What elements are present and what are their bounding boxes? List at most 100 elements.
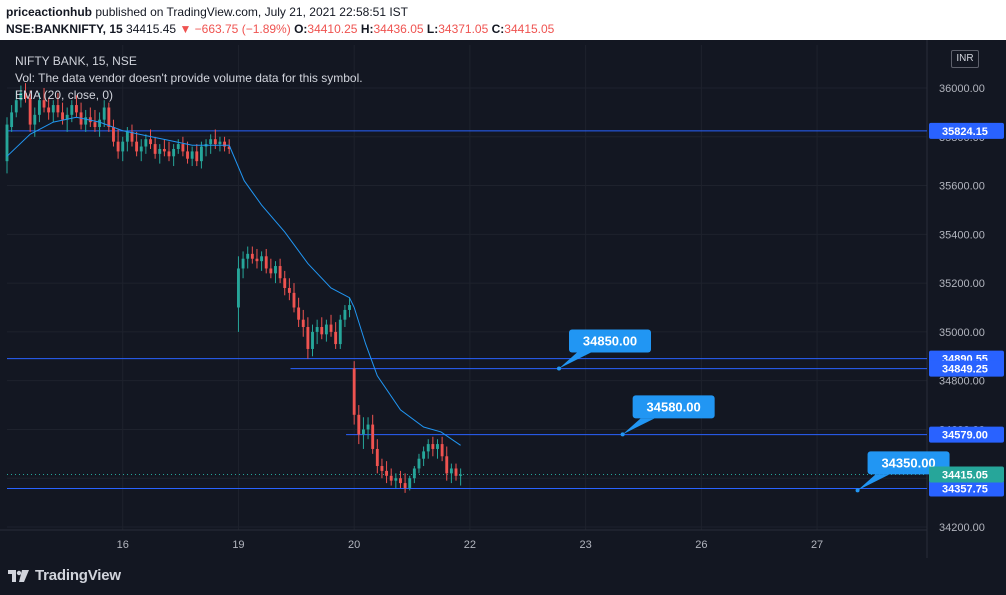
candle-body-up [274,266,277,274]
y-tick-label: 34200.00 [939,522,985,534]
candle-body-up [84,117,88,125]
candle-body-up [361,429,365,435]
open-label: O: [294,22,308,36]
callout-anchor-dot [557,366,561,371]
candle-body-up [246,253,250,259]
ema-line [6,116,461,446]
candle-body-down [162,148,166,152]
candle-body-down [61,112,64,120]
last-price: 34415.45 [126,22,177,36]
candle-body-up [19,92,23,101]
candle-body-down [116,141,120,152]
close-label: C: [491,22,505,36]
legend-ema[interactable]: EMA (20, close, 0) [15,88,114,102]
callout-label: 34580.00 [647,399,701,414]
callout-pointer [622,418,655,435]
chart-area[interactable] [0,40,1006,558]
candle-body-up [449,468,453,474]
candle-body-down [297,307,301,320]
candle-body-down [269,268,273,274]
publisher-name[interactable]: priceactionhub [6,5,93,19]
price-badge [929,426,1004,443]
candle-body-down [287,287,291,293]
legend-volume[interactable]: Vol: The data vendor doesn't provide vol… [15,71,363,85]
candle-body-down [399,478,402,484]
candle-body-down [454,468,458,476]
candle-body-down [283,278,287,288]
tradingview-logo[interactable]: TradingView [8,567,121,584]
candle-body-down [320,327,324,335]
current-price-label: 34415.05 [942,470,988,482]
candle-body-up [209,139,213,145]
high-value: 34436.05 [373,22,424,36]
footer [0,558,1006,595]
candle-body-up [315,327,319,332]
candle-body-down [107,107,111,128]
candle-body-down [112,127,115,142]
price-badge-label: 35824.15 [942,126,988,138]
candle-body-up [158,148,162,154]
x-tick-label: 20 [348,539,360,551]
candle-body-down [181,144,185,152]
high-label: H: [360,22,374,36]
candle-body-down [28,97,32,125]
published-text: published on TradingView.com, July 21, 2… [95,5,409,19]
candle-body-up [172,148,176,157]
candle-body-up [65,114,69,120]
price-change: ▼ −663.75 (−1.89%) [179,22,291,36]
callout-label: 34850.00 [583,333,637,348]
price-badge-label: 34579.00 [942,430,988,442]
candle-body-up [121,141,125,152]
currency-button[interactable]: INR [951,50,979,68]
candle-body-down [389,475,393,481]
candle-body-down [403,483,407,488]
price-badge [929,360,1004,377]
candle-body-up [459,474,463,476]
candle-body-up [412,468,416,479]
price-chart-svg[interactable]: 34200.0034400.0034600.0034800.0035000.00… [0,40,1006,558]
callout-anchor-dot [620,432,625,437]
candle-body-down [306,327,310,349]
candle-body-up [98,119,102,128]
candle-body-up [176,144,180,149]
candle-body-up [139,146,143,152]
candle-body-down [93,122,97,128]
candle-body-up [436,444,439,449]
candle-body-up [241,258,245,269]
candle-body-up [37,100,41,115]
y-tick-label: 35000.00 [939,327,985,339]
candle-body-down [329,324,333,332]
candle-body-down [385,470,389,476]
candle-body-down [74,105,78,113]
x-tick-label: 16 [117,539,129,551]
candle-body-down [195,151,199,162]
tradingview-logo-icon [8,569,29,582]
candle-body-down [278,266,282,279]
candle-body-down [130,131,134,142]
x-tick-label: 19 [232,539,244,551]
x-tick-label: 23 [579,539,591,551]
candle-body-down [352,368,356,415]
candle-body-up [5,124,9,162]
candle-body-down [153,144,157,154]
candle-body-up [417,458,421,469]
low-value: 34371.05 [438,22,489,36]
candle-body-up [125,131,129,142]
candle-body-down [227,146,231,149]
tradingview-brand: TradingView [35,567,121,584]
candle-body-down [264,256,268,269]
callout-anchor-dot [855,488,860,493]
y-tick-label: 35600.00 [939,181,985,193]
price-badge [929,480,1004,497]
legend-title[interactable]: NIFTY BANK, 15, NSE [15,54,137,68]
x-tick-label: 22 [464,539,476,551]
candle-body-up [14,100,18,113]
candle-body-up [324,324,328,335]
callout-pointer [857,474,890,491]
candle-body-down [301,319,305,328]
candle-body-down [135,141,139,152]
candle-body-down [380,466,384,471]
candle-body-up [366,424,370,430]
candle-body-up [343,309,347,320]
candle-body-down [371,424,375,449]
